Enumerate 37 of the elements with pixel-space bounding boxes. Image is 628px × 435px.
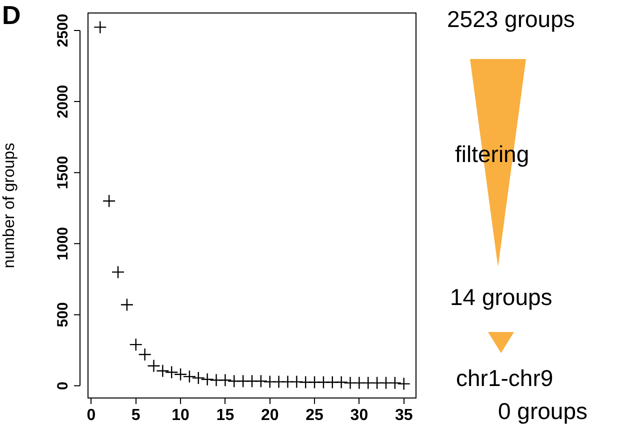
- text: 2523 groups: [447, 6, 575, 32]
- point: [397, 377, 410, 390]
- point: [218, 373, 232, 387]
- y-axis-title: number of groups: [1, 142, 18, 268]
- point: [138, 348, 152, 362]
- point: [102, 194, 116, 208]
- x-tick-label: 0: [86, 407, 96, 424]
- text: chr1-chr9: [456, 365, 554, 391]
- x-tick-label: 5: [131, 407, 140, 424]
- point: [174, 368, 188, 382]
- y-tick-label: 0: [54, 382, 72, 390]
- x-tick-label: 30: [350, 407, 368, 424]
- point: [200, 372, 214, 386]
- x-tick-label: 20: [260, 407, 279, 424]
- y-tick-label: 500: [54, 302, 72, 328]
- point: [94, 20, 107, 34]
- text: D: [2, 0, 21, 30]
- point: [129, 338, 142, 352]
- text: 14 groups: [450, 284, 552, 310]
- text: 0 groups: [498, 398, 588, 424]
- x-tick-label: 35: [394, 407, 413, 424]
- y-tick-label: 1000: [54, 226, 72, 260]
- y-tick-label: 1500: [54, 156, 72, 190]
- point: [192, 371, 206, 385]
- point: [290, 375, 304, 388]
- point: [165, 366, 178, 379]
- x-tick-label: 25: [306, 407, 324, 424]
- x-tick-label: 15: [216, 407, 234, 424]
- y-tick-label: 2500: [54, 14, 72, 48]
- point: [120, 298, 134, 312]
- point: [182, 370, 196, 384]
- point: [334, 376, 348, 389]
- point: [111, 265, 125, 279]
- y-tick-label: 2000: [54, 84, 72, 118]
- x-tick-label: 10: [172, 407, 190, 424]
- point: [254, 374, 268, 388]
- point: [388, 376, 402, 390]
